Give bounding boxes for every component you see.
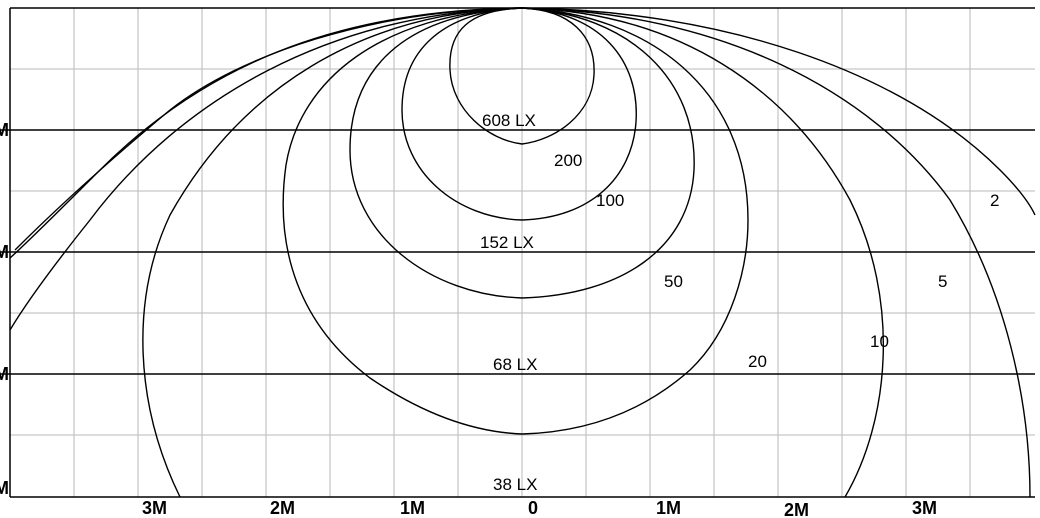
isolux-curve-10-right	[521, 7, 885, 498]
isolux-curve-5	[9, 7, 523, 331]
isolux-curve-10	[142, 7, 523, 498]
y-axis-label: M	[0, 242, 9, 262]
isolux-curve-1	[14, 7, 523, 251]
isolux-label-100: 100	[596, 191, 624, 210]
x-axis-label: 3M	[142, 498, 167, 518]
isolux-label-200: 200	[554, 151, 582, 170]
x-axis-label: 1M	[656, 498, 681, 518]
major-grid	[0, 129, 1035, 375]
isolux-curves	[9, 7, 1036, 498]
y-axis-label: M	[0, 120, 9, 140]
lux-label-3: 68 LX	[493, 355, 537, 374]
isolux-curve-5-right	[521, 7, 1031, 498]
lux-label-4: 38 LX	[493, 475, 537, 494]
isolux-curve-100	[401, 7, 637, 221]
isolux-label-50: 50	[664, 272, 683, 291]
lux-labels: 608 LX 152 LX 68 LX 38 LX	[480, 111, 537, 494]
x-axis-label: 2M	[270, 498, 295, 518]
y-axis-label: M	[0, 364, 9, 384]
x-axis-label: 0	[528, 498, 538, 518]
lux-label-1: 608 LX	[482, 111, 536, 130]
isolux-curve-50	[349, 7, 695, 299]
y-axis-labels: M M M M	[0, 120, 9, 498]
lux-label-2: 152 LX	[480, 233, 534, 252]
isolux-label-2: 2	[990, 191, 999, 210]
isolux-label-5: 5	[938, 272, 947, 291]
isolux-label-10: 10	[870, 332, 889, 351]
x-axis-label: 2M	[784, 500, 809, 518]
x-axis-label: 3M	[912, 498, 937, 518]
x-axis-labels: 3M 2M 1M 0 1M 2M 3M	[142, 498, 937, 518]
x-axis-label: 1M	[400, 498, 425, 518]
isolux-curve-2-right	[521, 7, 1036, 216]
isolux-curve-200	[449, 7, 595, 145]
isolux-curve-20	[282, 7, 749, 435]
isolux-label-20: 20	[748, 352, 767, 371]
y-axis-label: M	[0, 478, 9, 498]
isolux-labels: 200 100 2 50 5 10 20	[554, 151, 999, 371]
